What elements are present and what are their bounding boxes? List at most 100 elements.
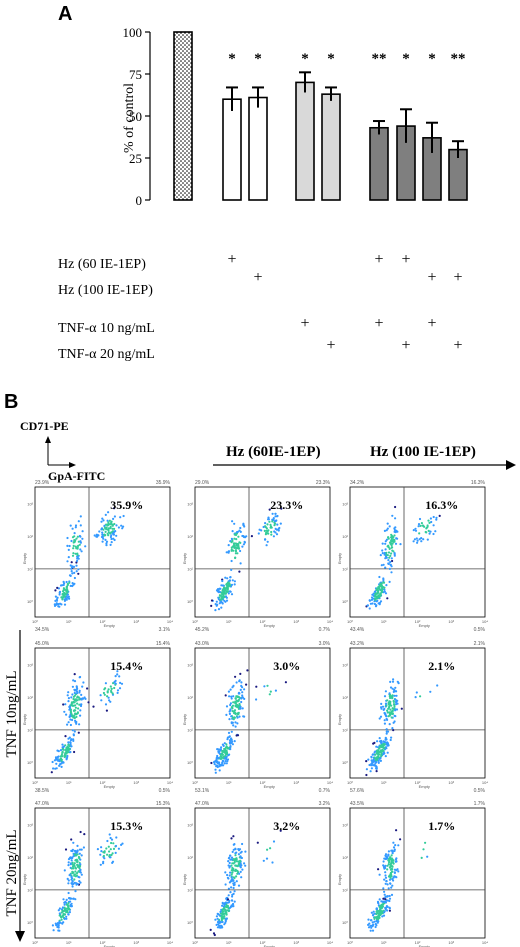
upper-right-percent: 1.7%	[428, 819, 455, 833]
column-header-hz60: Hz (60IE-1EP)	[226, 444, 321, 460]
x-tick-label: 10¹	[226, 780, 232, 785]
upper-right-percent: 3.2%	[273, 819, 300, 833]
x-tick-label: 10³	[293, 780, 299, 785]
corner-value-ul: 34.2%	[350, 480, 365, 486]
x-tick-label: 10⁴	[482, 780, 488, 785]
y-tick-label: 10⁰	[27, 760, 33, 765]
x-tick-label: 10⁴	[167, 619, 173, 624]
y-tick-label: 10⁰	[342, 599, 348, 604]
condition-plus: +	[374, 251, 383, 268]
row-label-tnf10: TNF 10ng/mL	[4, 670, 20, 757]
plot-frame	[34, 486, 171, 618]
plot-frame	[194, 647, 331, 779]
condition-label-hz100: Hz (100 IE-1EP)	[58, 283, 153, 298]
scatter-dots	[209, 829, 282, 937]
corner-value-ul: 43.0%	[195, 641, 210, 647]
corner-value-lr: 3.1%	[159, 627, 171, 633]
corner-value-lr: 0.7%	[319, 788, 331, 794]
condition-label-tnf20: TNF-α 20 ng/mL	[58, 347, 155, 362]
x-tick-label: 10¹	[381, 619, 387, 624]
scatter-dots	[53, 507, 125, 608]
y-tick-label: 10¹	[27, 727, 33, 732]
condition-label-tnf10: TNF-α 10 ng/mL	[58, 321, 155, 336]
x-tick-label: 10⁴	[327, 619, 333, 624]
scatter-dots	[210, 669, 287, 774]
corner-value-ur: 15.3%	[156, 801, 171, 807]
upper-right-percent: 2.1%	[428, 659, 455, 673]
x-tick-label: 10¹	[226, 940, 232, 945]
arrow-right-icon	[69, 462, 76, 468]
conditions-table: Hz (60 IE-1EP) Hz (100 IE-1EP) TNF-α 10 …	[58, 251, 463, 362]
significance-mark: **	[451, 51, 466, 67]
y-axis-name: Empty	[182, 553, 187, 564]
flow-plot: 35.9% 23.9% 35.9% 34.5% 3.1% 10³ 10² 10¹ 10⁰ 10⁰ 1…	[22, 480, 173, 633]
x-tick-label: 10²	[415, 940, 421, 945]
y-tick-label: 10⁰	[187, 920, 193, 925]
y-tick-label: 10³	[342, 662, 348, 667]
corner-value-ur: 16.3%	[471, 480, 486, 486]
x-tick-label: 10²	[100, 940, 106, 945]
upper-right-percent: 23.3%	[270, 498, 303, 512]
x-tick-label: 10⁴	[167, 780, 173, 785]
upper-right-percent: 15.4%	[110, 659, 143, 673]
arrow-up-icon	[45, 436, 51, 443]
plot-frame	[349, 486, 486, 618]
flow-plot: 3.0% 43.0% 3.0% 53.1% 0.7% 10³ 10² 10¹ 10⁰ 10⁰ 10¹…	[182, 641, 333, 794]
y-axis-label: % of control	[122, 83, 137, 153]
y-tick-label: 10²	[27, 695, 33, 700]
bar	[222, 98, 242, 201]
scatter-dots	[50, 670, 124, 774]
significance-mark: *	[428, 51, 436, 67]
bar-series: * * * * ** * * **	[173, 31, 468, 201]
y-tick-label: 10⁰	[27, 599, 33, 604]
corner-value-ur: 3.2%	[319, 801, 331, 807]
y-tick-label: 10²	[187, 534, 193, 539]
y-tick-label: 10²	[342, 695, 348, 700]
x-tick-label: 10¹	[66, 780, 72, 785]
y-tick-label: 10¹	[187, 727, 193, 732]
x-axis-name: Empty	[104, 944, 115, 947]
y-axis-name: Empty	[337, 553, 342, 564]
significance-mark: **	[372, 51, 387, 67]
plot-frame	[34, 807, 171, 939]
x-tick-label: 10¹	[226, 619, 232, 624]
y-tick-label: 10²	[342, 534, 348, 539]
y-tick-label: 10²	[342, 855, 348, 860]
x-tick-label: 10²	[415, 780, 421, 785]
axis-key: CD71-PE GpA-FITC	[20, 419, 105, 483]
x-axis-name: Empty	[264, 623, 275, 628]
axis-key-x-label: GpA-FITC	[48, 469, 105, 483]
condition-label-hz60: Hz (60 IE-1EP)	[58, 257, 146, 272]
significance-mark: *	[327, 51, 335, 67]
y-tick-label: 10²	[27, 855, 33, 860]
condition-plus: +	[401, 251, 410, 268]
corner-value-ul: 23.9%	[35, 480, 50, 486]
x-tick-label: 10³	[133, 619, 139, 624]
x-tick-label: 10¹	[381, 780, 387, 785]
y-axis-name: Empty	[22, 553, 27, 564]
x-tick-label: 10⁰	[32, 780, 38, 785]
y-tick-label: 25	[129, 151, 142, 166]
scatter-dots	[365, 678, 439, 777]
x-tick-label: 10⁴	[327, 940, 333, 945]
x-axis-name: Empty	[104, 623, 115, 628]
condition-plus: +	[253, 269, 262, 286]
y-tick-label: 10¹	[187, 566, 193, 571]
corner-value-ll: 43.4%	[350, 627, 365, 633]
corner-value-ur: 23.3%	[316, 480, 331, 486]
flow-plot: 3.2%47.0%3.2%43.0%0.1%10³10²10¹10⁰10⁰10¹…	[182, 801, 333, 947]
y-tick-label: 50	[129, 109, 142, 124]
corner-value-ur: 35.9%	[156, 480, 171, 486]
scatter-dots	[51, 830, 124, 932]
corner-value-ll: 34.5%	[35, 627, 50, 633]
x-tick-label: 10⁰	[192, 940, 198, 945]
plot-frame	[194, 486, 331, 618]
upper-right-percent: 15.3%	[110, 819, 143, 833]
y-tick-label: 10¹	[187, 887, 193, 892]
y-tick-label: 10²	[27, 534, 33, 539]
y-tick-label: 100	[123, 25, 143, 40]
significance-mark: *	[301, 51, 309, 67]
x-axis-name: Empty	[419, 944, 430, 947]
condition-plus: +	[227, 251, 236, 268]
arrow-right-icon	[506, 460, 516, 470]
